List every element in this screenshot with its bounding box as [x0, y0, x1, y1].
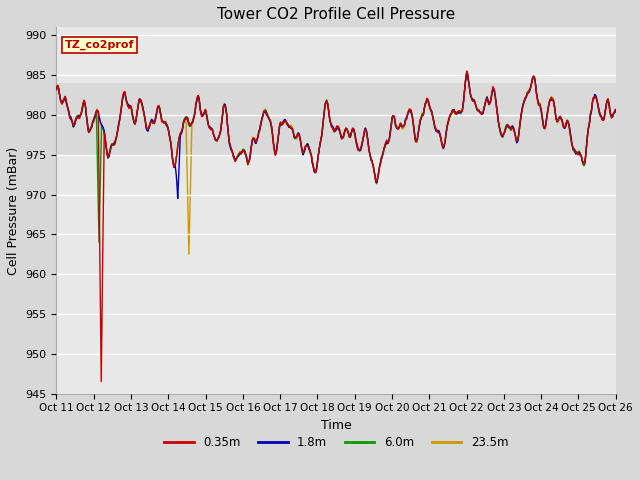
6.0m	[371, 174, 379, 180]
Bar	[56, 83, 616, 155]
0.35m	[291, 133, 298, 139]
Text: TZ_co2prof: TZ_co2prof	[65, 40, 134, 50]
6.0m	[302, 143, 310, 149]
Line: 1.8m: 1.8m	[56, 72, 616, 199]
X-axis label: Time: Time	[321, 419, 351, 432]
23.5m	[371, 174, 379, 180]
6.0m	[312, 168, 319, 174]
23.5m	[312, 168, 319, 173]
Title: Tower CO2 Profile Cell Pressure: Tower CO2 Profile Cell Pressure	[217, 7, 455, 22]
1.8m	[118, 96, 126, 102]
23.5m	[118, 95, 126, 100]
23.5m	[185, 252, 193, 257]
1.8m	[463, 69, 470, 75]
6.0m	[612, 109, 620, 115]
0.35m	[119, 94, 127, 99]
0.35m	[302, 143, 310, 149]
1.8m	[52, 87, 60, 93]
23.5m	[612, 108, 620, 113]
23.5m	[463, 70, 470, 76]
6.0m	[291, 134, 298, 140]
6.0m	[119, 95, 127, 100]
0.35m	[97, 379, 105, 384]
6.0m	[96, 187, 104, 192]
6.0m	[463, 69, 470, 74]
Line: 0.35m: 0.35m	[56, 71, 616, 382]
1.8m	[96, 116, 104, 122]
1.8m	[612, 108, 620, 114]
1.8m	[302, 144, 310, 149]
6.0m	[95, 240, 103, 245]
0.35m	[52, 87, 60, 93]
23.5m	[302, 142, 310, 148]
0.35m	[371, 174, 379, 180]
23.5m	[52, 86, 60, 92]
1.8m	[371, 174, 379, 180]
1.8m	[312, 169, 319, 175]
6.0m	[52, 86, 60, 92]
Y-axis label: Cell Pressure (mBar): Cell Pressure (mBar)	[7, 146, 20, 275]
1.8m	[174, 196, 182, 202]
1.8m	[291, 134, 298, 140]
Line: 6.0m: 6.0m	[56, 72, 616, 242]
23.5m	[96, 116, 104, 122]
0.35m	[612, 107, 620, 113]
0.35m	[312, 169, 319, 175]
Legend: 0.35m, 1.8m, 6.0m, 23.5m: 0.35m, 1.8m, 6.0m, 23.5m	[159, 431, 513, 454]
23.5m	[291, 133, 298, 139]
0.35m	[96, 247, 104, 252]
Line: 23.5m: 23.5m	[56, 73, 616, 254]
0.35m	[463, 68, 470, 74]
